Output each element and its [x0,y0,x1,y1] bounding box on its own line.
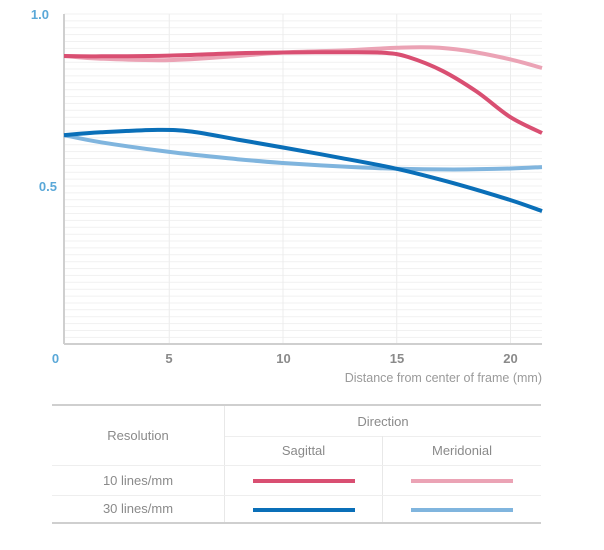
series-line-30-lines-mm-meridonial [63,133,543,172]
row-label: 30 lines/mm [52,495,225,524]
x-tick-label: 10 [276,351,290,366]
meridonial-header: Meridonial [382,435,541,466]
legend-row: 30 lines/mm [52,495,541,524]
legend-row: 10 lines/mm [52,465,541,496]
x-tick-label: 20 [503,351,517,366]
series-line-30-lines-mm-sagittal [63,127,543,213]
direction-header-label: Direction [357,414,409,430]
x-tick-label: 0 [52,351,59,366]
sagittal-header: Sagittal [224,435,383,466]
row-label: 10 lines/mm [52,465,225,496]
legend-table: Resolution Direction Sagittal Meridonial… [52,404,541,524]
x-tick-label: 15 [390,351,404,366]
mtf-chart: 1.0 0.5 0 5 10 15 20 Distance from cente… [31,7,543,385]
resolution-header: Resolution [52,404,225,466]
legend-swatch-10-sagittal [252,479,355,484]
ticks-group: 1.0 0.5 0 5 10 15 20 Distance from cente… [31,7,542,385]
grid [64,13,542,344]
y-tick-label: 1.0 [31,7,49,22]
legend-swatch-30-meridonial [411,507,513,512]
series-group [63,45,543,213]
direction-header: Direction [224,404,541,436]
legend-swatch-30-sagittal [252,507,355,512]
x-tick-label: 5 [165,351,172,366]
x-axis-title: Distance from center of frame (mm) [345,371,542,385]
legend-swatch-10-meridonial [411,479,513,484]
y-tick-label: 0.5 [39,179,57,194]
series-line-10-lines-mm-sagittal [63,50,543,135]
axes [63,14,542,345]
